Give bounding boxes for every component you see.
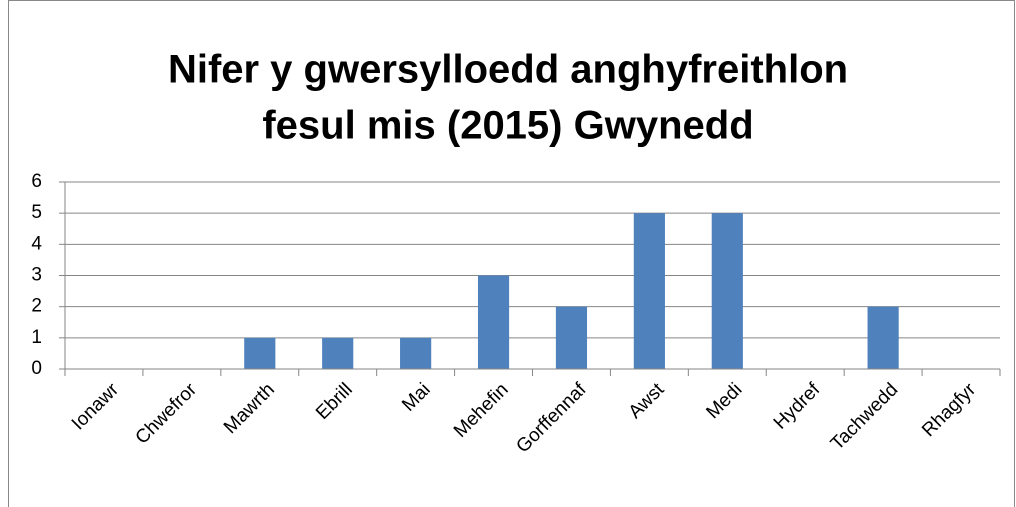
bar [633, 213, 665, 369]
y-tick-label: 1 [31, 327, 42, 348]
bar [400, 337, 432, 369]
y-tick-label: 3 [31, 265, 42, 286]
y-tick-label: 4 [31, 233, 42, 254]
bar [711, 213, 743, 369]
y-tick-label: 2 [31, 296, 42, 317]
chart-frame [8, 0, 1015, 507]
y-tick-label: 0 [31, 358, 42, 379]
chart-title: fesul mis (2015) Gwynedd [262, 104, 753, 148]
y-tick-label: 5 [31, 202, 42, 223]
y-tick-label: 6 [31, 171, 42, 192]
bar [555, 306, 588, 369]
bar [477, 275, 510, 369]
bar [867, 306, 899, 369]
chart-title: Nifer y gwersylloedd anghyfreithlon [168, 48, 848, 92]
bar [322, 337, 354, 369]
bar [244, 337, 276, 369]
